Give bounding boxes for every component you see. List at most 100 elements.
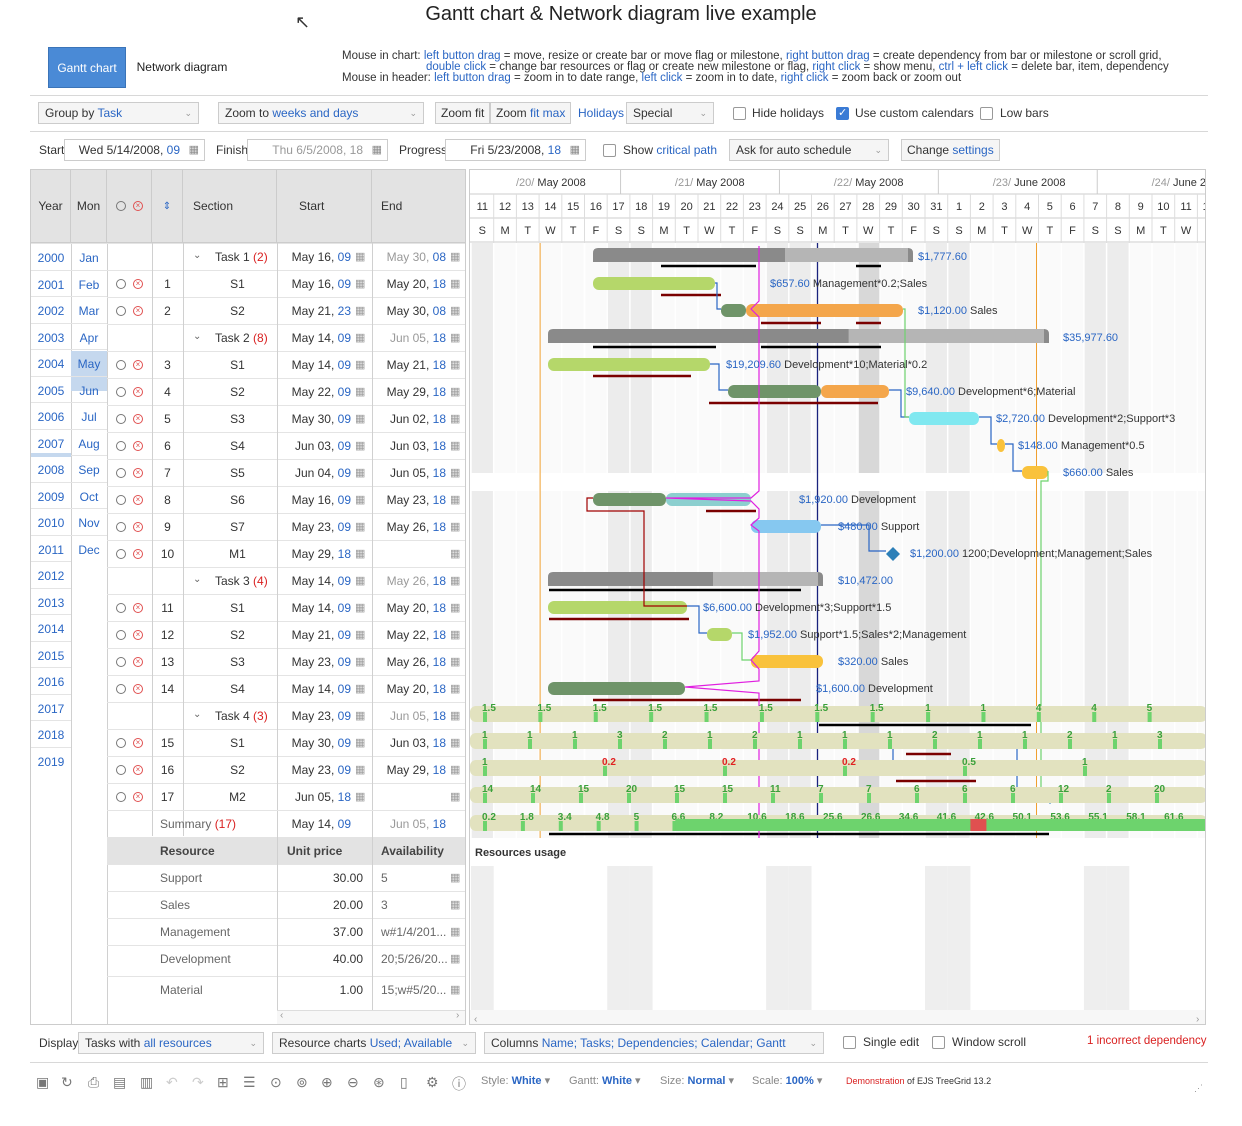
s1-bar[interactable] <box>593 277 715 290</box>
end-date[interactable]: May 23, 18 <box>372 493 446 507</box>
day-header[interactable]: 27 <box>839 201 851 213</box>
year-2002[interactable]: 2002 <box>37 304 65 318</box>
calendar-icon[interactable]: ▦ <box>355 683 366 695</box>
start-date[interactable]: May 23, 09 <box>277 763 351 777</box>
day-header[interactable]: 7 <box>1092 201 1098 213</box>
day-header[interactable]: 29 <box>885 201 897 213</box>
pdf-icon[interactable]: ▤ <box>113 1074 127 1090</box>
year-2007[interactable]: 2007 <box>37 436 65 451</box>
weekday-header[interactable]: W <box>863 225 874 237</box>
resize-grip-icon[interactable]: ⋰ <box>1194 1083 1203 1093</box>
select-radio[interactable] <box>116 657 126 667</box>
start-date-field[interactable]: Wed 5/14/2008, 09 ▦ <box>64 139 205 161</box>
year-2016[interactable]: 2016 <box>37 675 65 689</box>
calendar-icon[interactable]: ▦ <box>355 737 366 749</box>
day-header[interactable]: 5 <box>1047 201 1053 213</box>
print-icon[interactable]: ⎙ <box>88 1074 100 1090</box>
unit-price[interactable]: 1.00 <box>339 983 363 997</box>
day-header[interactable]: 14 <box>544 201 556 213</box>
availability[interactable]: 15;w#5/20... <box>381 983 447 997</box>
weekday-header[interactable]: W <box>545 225 556 237</box>
year-2015[interactable]: 2015 <box>37 648 65 663</box>
calendar-icon[interactable]: ▦ <box>355 629 366 641</box>
calendar-icon[interactable]: ▦ <box>450 278 461 290</box>
s5-bar[interactable] <box>909 412 979 425</box>
group-by-select[interactable]: Group by Task ⌄ <box>38 102 199 124</box>
month-aug[interactable]: Aug <box>78 436 100 451</box>
select-radio[interactable] <box>116 414 126 424</box>
grid-hscrollbar[interactable] <box>277 1010 465 1024</box>
month-oct[interactable]: Oct <box>79 489 99 504</box>
section-name[interactable]: M2 <box>229 790 246 804</box>
low-bars-checkbox[interactable] <box>980 107 993 120</box>
year-2005[interactable]: 2005 <box>37 383 65 398</box>
year-2008[interactable]: 2008 <box>37 463 65 477</box>
calendar-icon[interactable]: ▦ <box>450 710 461 722</box>
critical-path-line[interactable] <box>665 246 760 1011</box>
calendar-icon[interactable]: ▦ <box>450 737 461 749</box>
day-header[interactable]: 6 <box>1069 201 1075 213</box>
dependency[interactable] <box>586 497 687 607</box>
weekday-header[interactable]: S <box>479 225 486 237</box>
select-radio[interactable] <box>116 522 126 532</box>
start-date[interactable]: May 21, 23 <box>277 304 351 318</box>
calendar-icon[interactable]: ▦ <box>450 791 461 803</box>
redo-icon[interactable]: ↷ <box>192 1074 204 1090</box>
collapse-icon[interactable]: ⊚ <box>296 1074 308 1090</box>
scroll-left-icon[interactable]: ‹ <box>474 1014 477 1025</box>
weekday-header[interactable]: W <box>1181 225 1192 237</box>
select-radio[interactable] <box>116 441 126 451</box>
gantt-chart-area[interactable]: /20/ May 2008/21/ May 2008/22/ May 2008/… <box>469 169 1206 1025</box>
weekday-header[interactable]: T <box>1160 225 1167 237</box>
calendar-icon[interactable]: ▦ <box>450 872 461 884</box>
calendar-icon[interactable]: ▦ <box>450 467 461 479</box>
select-radio[interactable] <box>116 549 126 559</box>
resource-charts-select[interactable]: Resource charts Used; Available ⌄ <box>272 1032 476 1054</box>
custom-calendars-checkbox[interactable] <box>836 106 849 120</box>
delete-icon[interactable]: × <box>133 201 143 211</box>
year-2018[interactable]: 2018 <box>37 728 65 742</box>
day-header[interactable]: 23 <box>749 201 761 213</box>
calendar-icon[interactable]: ▦ <box>355 359 366 371</box>
calendar-icon[interactable]: ▦ <box>450 332 461 344</box>
task-name[interactable]: Task 4 (3) <box>215 709 268 723</box>
month-may[interactable]: May <box>77 357 101 371</box>
calendar-icon[interactable]: ▦ <box>355 575 366 587</box>
year-2019[interactable]: 2019 <box>37 754 65 769</box>
year-2009[interactable]: 2009 <box>37 489 65 504</box>
window-scroll-checkbox[interactable] <box>932 1036 945 1049</box>
availability[interactable]: 3 <box>381 898 388 912</box>
sort-header[interactable]: ⇕ <box>152 170 183 243</box>
weekday-header[interactable]: F <box>592 225 599 237</box>
day-header[interactable]: 26 <box>817 201 829 213</box>
weekday-header[interactable]: S <box>955 225 962 237</box>
end-date[interactable]: May 26, 18 <box>372 655 446 669</box>
weekday-header[interactable]: M <box>818 225 827 237</box>
s8-done-bar[interactable] <box>593 493 666 506</box>
weekday-header[interactable]: F <box>751 225 758 237</box>
section-name[interactable]: S3 <box>230 655 245 669</box>
select-radio[interactable] <box>116 387 126 397</box>
month-jul[interactable]: Jul <box>81 410 97 424</box>
task-name[interactable]: Task 2 (8) <box>215 331 268 345</box>
end-date[interactable]: May 26, 18 <box>372 520 446 534</box>
day-header[interactable]: 22 <box>726 201 738 213</box>
month-sep[interactable]: Sep <box>78 463 100 477</box>
week-header[interactable]: /24/ June 2008 <box>1152 177 1206 189</box>
year-2010[interactable]: 2010 <box>37 516 65 530</box>
day-header[interactable]: 8 <box>1115 201 1121 213</box>
section-name[interactable]: S1 <box>230 358 245 372</box>
dependency[interactable] <box>821 524 886 552</box>
scroll-left-icon[interactable]: ‹ <box>280 1010 284 1021</box>
end-date[interactable]: May 30, 08 <box>372 304 446 318</box>
month-jan[interactable]: Jan <box>79 251 99 265</box>
task-name[interactable]: Task 1 (2) <box>215 250 268 264</box>
gantt-style-select[interactable]: Gantt: White ▾ <box>569 1075 641 1087</box>
select-radio[interactable] <box>116 738 126 748</box>
weekday-header[interactable]: S <box>1092 225 1099 237</box>
s4-bar[interactable] <box>821 385 889 398</box>
day-header[interactable]: 12 <box>1203 201 1206 213</box>
calendar-icon[interactable]: ▦ <box>450 359 461 371</box>
dependency[interactable] <box>979 416 997 445</box>
delete-icon[interactable]: × <box>133 684 143 694</box>
